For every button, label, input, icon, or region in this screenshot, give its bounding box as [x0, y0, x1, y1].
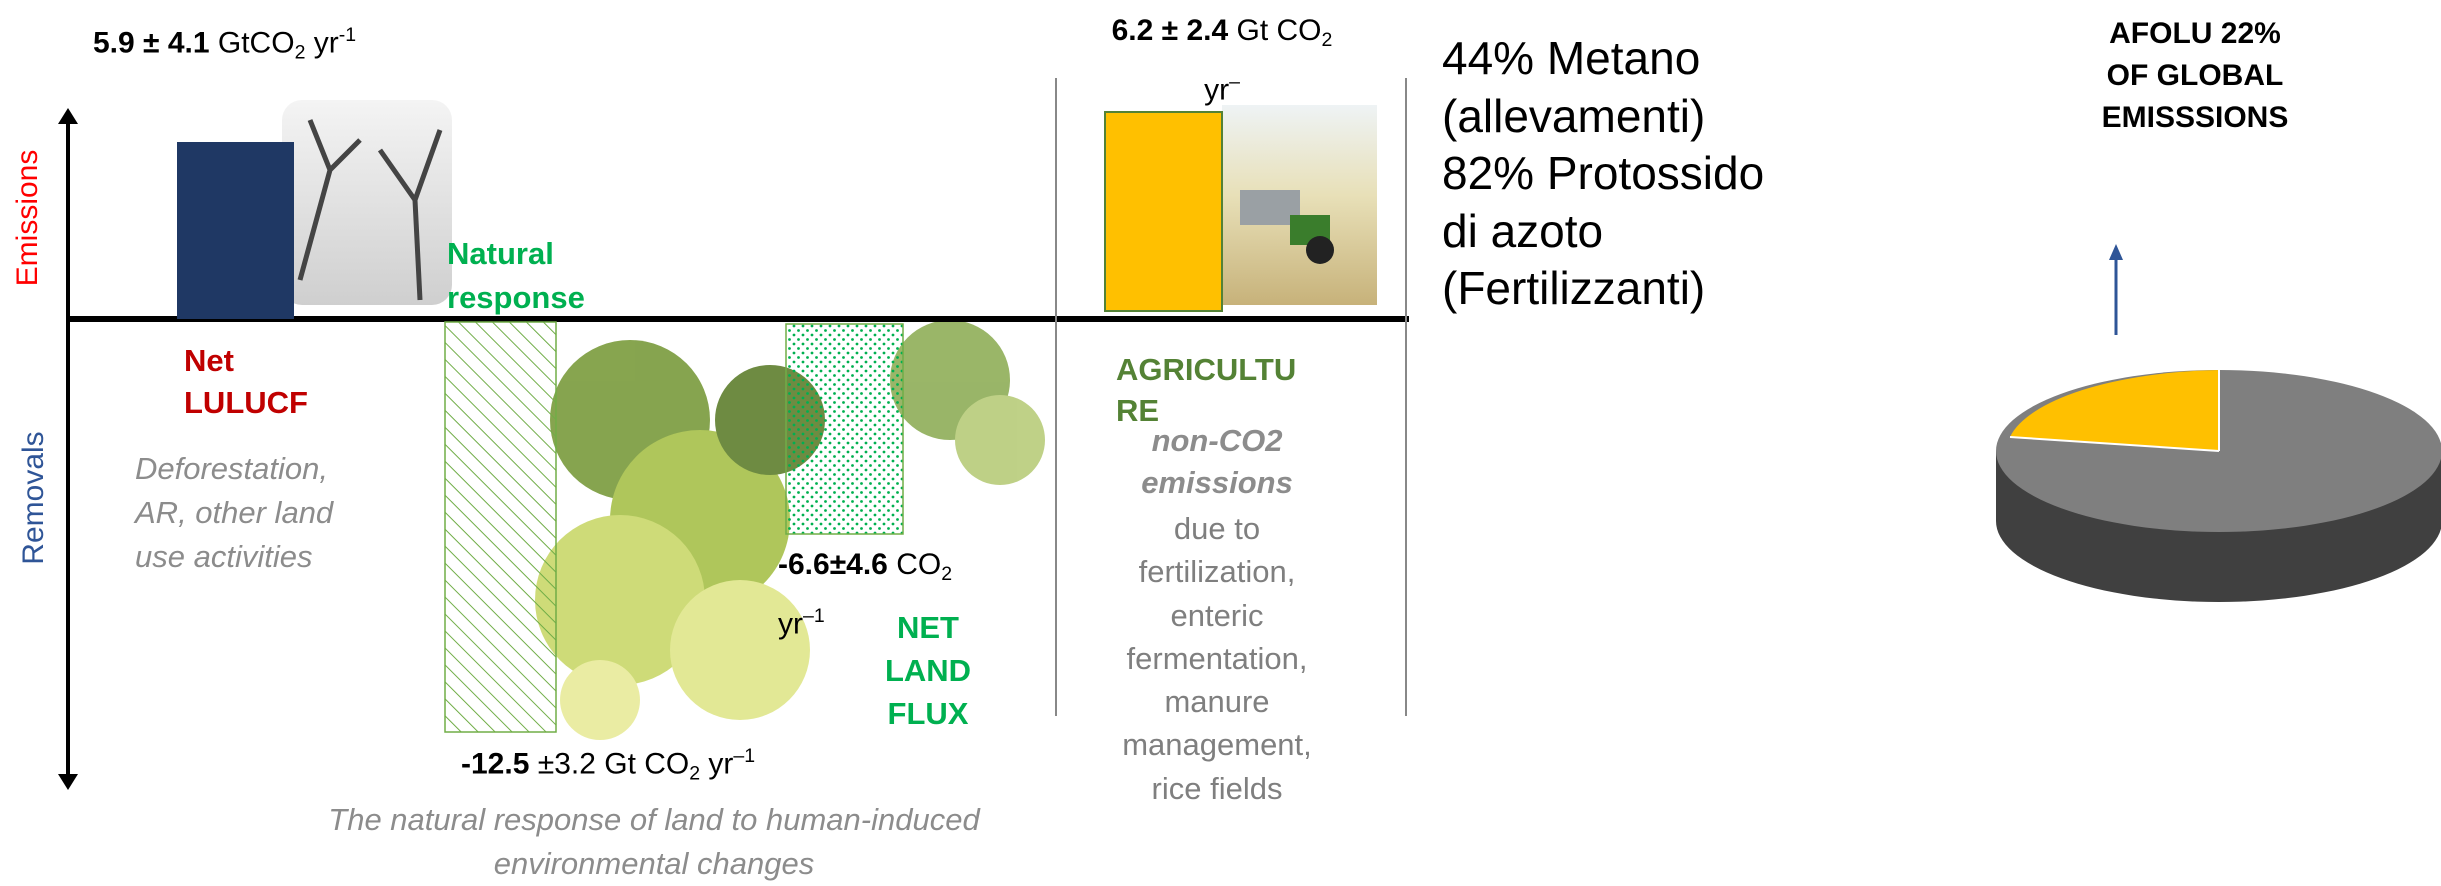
net-land-flux-bar: [785, 323, 904, 535]
text: manure: [1164, 684, 1270, 720]
agriculture-name: AGRICULTU RE: [1116, 349, 1296, 431]
text: environmental changes: [493, 846, 815, 881]
text: 6.2 ± 2.4: [1111, 14, 1229, 47]
text: (allevamenti): [1442, 89, 1706, 142]
natural-response-bar: [444, 321, 557, 733]
axis-arrow-down: [58, 774, 78, 790]
agriculture-description: due to fertilization, enteric fermentation,…: [1122, 507, 1312, 810]
text: yr: [700, 747, 734, 781]
net-land-flux-value: -6.6±4.6 CO2 yr–1: [778, 544, 952, 646]
text: rice fields: [1151, 770, 1283, 806]
text: GtCO: [209, 26, 295, 60]
natural-response-name: Natural response: [447, 232, 585, 320]
text: NET: [896, 610, 959, 645]
text: di azoto: [1442, 204, 1604, 257]
text: AGRICULTU: [1116, 352, 1297, 387]
lulucf-description: Deforestation, AR, other land use activiti…: [135, 447, 333, 579]
dead-tree-picture: [282, 100, 452, 305]
text: -12.5: [461, 747, 530, 781]
text: OF GLOBAL: [2106, 59, 2284, 92]
text: response: [447, 280, 585, 315]
agriculture-subtitle: non-CO2 emissions: [1141, 420, 1293, 504]
text: –: [1229, 70, 1240, 93]
agriculture-value: 6.2 ± 2.4 Gt CO2 yr–: [1112, 10, 1333, 112]
text: EMISSSIONS: [2101, 101, 2289, 134]
text: -6.6±4.6: [778, 548, 888, 581]
text: AFOLU 22%: [2109, 17, 2281, 50]
text: 44% Metano: [1442, 32, 1701, 84]
lulucf-value: 5.9 ± 4.1 GtCO2 yr-1: [93, 24, 356, 65]
text: ±3.2 Gt CO: [529, 747, 690, 781]
text: use activities: [135, 539, 313, 574]
tractor-picture: [1222, 105, 1377, 305]
pie-title: AFOLU 22% OF GLOBAL EMISSSIONS: [2102, 13, 2289, 139]
text: yr: [778, 607, 803, 641]
text: –1: [733, 745, 756, 767]
text: Deforestation,: [135, 451, 328, 486]
lulucf-name: Net LULUCF: [184, 340, 308, 424]
pie-arrow-head: [2109, 244, 2123, 260]
net-land-flux-name: NET LAND FLUX: [885, 606, 971, 735]
pie-slice-afolu: [2010, 370, 2219, 451]
axis-label-removals: Removals: [17, 431, 50, 565]
text: due to: [1173, 511, 1261, 546]
text: Gt CO: [1228, 14, 1322, 47]
agriculture-bar: [1104, 111, 1223, 312]
lulucf-bar: [177, 142, 294, 319]
axis-label-emissions: Emissions: [11, 149, 44, 287]
axis-arrow-up: [58, 108, 78, 124]
text: 2: [1321, 28, 1333, 51]
text: The natural response of land to human-in…: [328, 802, 980, 837]
text: -1: [338, 24, 357, 46]
text: enteric: [1170, 597, 1264, 633]
notes: 44% Metano (allevamenti) 82% Protossido di …: [1442, 30, 1764, 318]
pie-edge: [2009, 370, 2220, 452]
text: fermentation,: [1126, 640, 1308, 676]
natural-response-caption: The natural response of land to human-in…: [328, 798, 979, 886]
text: 5.9 ± 4.1: [93, 26, 210, 60]
text: AR, other land: [135, 495, 334, 530]
text: emissions: [1141, 465, 1293, 500]
text: FLUX: [887, 696, 969, 731]
text: RE: [1116, 393, 1160, 428]
text: 2: [941, 562, 953, 585]
text: Net: [184, 343, 234, 378]
text: 2: [294, 41, 306, 64]
natural-response-value: -12.5 ±3.2 Gt CO2 yr–1: [461, 745, 755, 786]
text: fertilization,: [1138, 554, 1296, 590]
text: 2: [689, 762, 701, 785]
text: management,: [1122, 727, 1312, 763]
text: LULUCF: [184, 385, 308, 420]
text: Natural: [447, 236, 554, 271]
text: 82% Protossido: [1442, 147, 1765, 199]
text: CO: [887, 548, 942, 581]
text: yr: [1204, 73, 1230, 107]
text: –1: [803, 604, 825, 627]
text: non-CO2: [1151, 423, 1283, 458]
text: yr: [305, 26, 339, 60]
text: (Fertilizzanti): [1442, 262, 1706, 314]
text: LAND: [884, 653, 972, 688]
